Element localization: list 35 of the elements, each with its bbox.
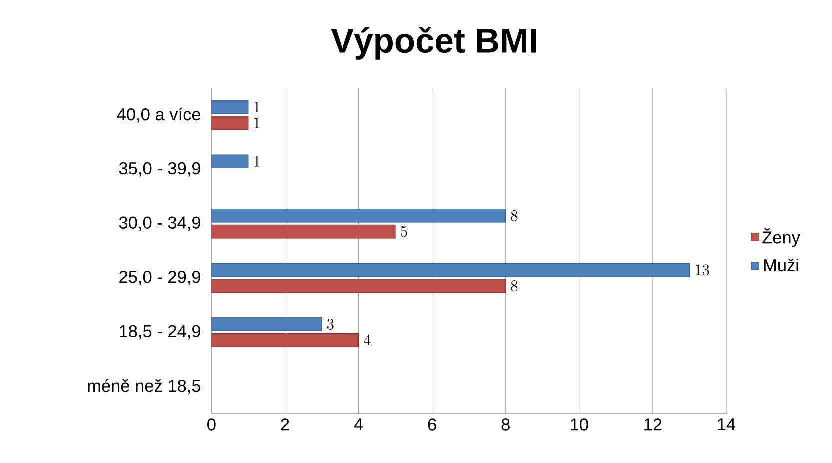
bar	[212, 100, 249, 114]
bar	[212, 279, 506, 294]
x-tick-label: 6	[428, 418, 436, 431]
x-tick-label: 12	[644, 418, 662, 431]
chart-title: Výpočet BMI	[331, 26, 536, 60]
data-label: 4	[364, 334, 371, 346]
bar	[212, 318, 322, 332]
bar	[212, 334, 360, 348]
legend-label: Ženy	[762, 228, 800, 248]
y-tick-label: 18,5 - 24,9	[120, 325, 200, 340]
data-label: 3	[327, 319, 334, 330]
y-tick-label: 25,0 - 29,9	[120, 271, 200, 286]
y-tick-label: 35,0 - 39,9	[119, 162, 200, 177]
y-tick-label: 30,0 - 34,9	[119, 216, 200, 231]
x-tick-label: 4	[354, 418, 364, 430]
bar	[212, 116, 249, 130]
y-tick-label: méně než 18,5	[88, 379, 201, 394]
bar	[212, 154, 249, 168]
y-tick-label: 40,0 a více	[117, 108, 201, 123]
x-tick-label: 2	[281, 418, 290, 431]
data-label: 5	[401, 226, 408, 238]
data-label: 1	[254, 102, 260, 112]
x-tick-label: 0	[208, 418, 216, 431]
bar	[212, 208, 506, 223]
x-tick-label: 14	[718, 418, 736, 430]
x-tick-label: 10	[571, 418, 588, 431]
data-label: 1	[254, 156, 260, 167]
bar	[212, 263, 690, 278]
data-label: 13	[696, 264, 710, 276]
data-label: 8	[511, 210, 518, 222]
legend-label: Muži	[764, 258, 798, 272]
data-label: 1	[254, 118, 260, 128]
x-tick-label: 8	[502, 418, 510, 431]
bar	[212, 224, 396, 239]
data-label: 8	[511, 280, 518, 292]
